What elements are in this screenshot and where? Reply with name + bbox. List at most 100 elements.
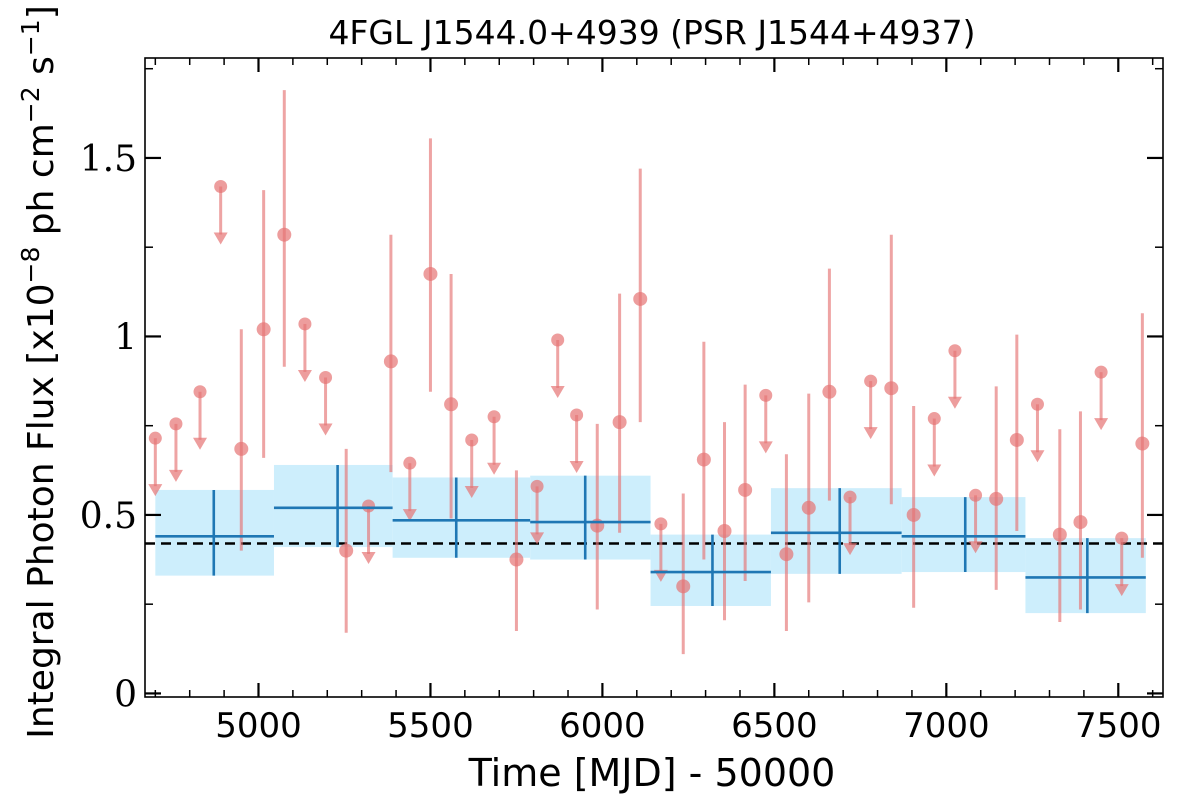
upper-limit-point-4 xyxy=(298,317,312,331)
y-tick-label-3: 1.5 xyxy=(80,139,137,180)
x-tick-label-1: 5500 xyxy=(387,706,474,746)
upper-limit-point-15 xyxy=(843,490,857,504)
upper-limit-arrow-8 xyxy=(464,485,479,498)
y-axis-label-main: Integral Photon Flux [x10 xyxy=(21,284,62,739)
detection-point-10 xyxy=(633,291,648,306)
detection-point-16 xyxy=(801,500,816,515)
detection-point-12 xyxy=(696,452,711,467)
y-axis-label: Integral Photon Flux [x10−8 ph cm−2 s−1] xyxy=(16,5,62,739)
bin-band-4 xyxy=(650,534,771,606)
y-axis-label-exp3: −1 xyxy=(16,19,45,56)
upper-limit-arrow-18 xyxy=(947,396,962,409)
upper-limit-point-20 xyxy=(1030,397,1044,411)
detection-point-3 xyxy=(339,543,354,558)
detection-point-2 xyxy=(277,227,292,242)
upper-limit-point-0 xyxy=(148,431,162,445)
chart-title: 4FGL J1544.0+4939 (PSR J1544+4937) xyxy=(328,13,975,52)
upper-limit-point-5 xyxy=(319,371,333,384)
detection-point-9 xyxy=(612,415,627,430)
y-axis-label-end: ] xyxy=(21,5,62,19)
upper-limit-arrow-4 xyxy=(297,369,312,382)
detection-layer xyxy=(234,90,1150,655)
upper-limit-arrow-21 xyxy=(1094,418,1109,431)
detection-point-23 xyxy=(1073,515,1088,530)
detection-point-4 xyxy=(383,354,398,369)
detection-point-19 xyxy=(906,507,921,522)
x-tick-label-2: 6000 xyxy=(559,706,646,746)
upper-limit-point-10 xyxy=(530,479,544,493)
upper-limit-point-18 xyxy=(948,344,962,358)
upper-limit-arrow-22 xyxy=(1114,584,1129,597)
upper-limit-arrow-7 xyxy=(402,509,417,522)
y-tick-label-1: 0.5 xyxy=(80,496,137,537)
bin-fill-layer xyxy=(155,464,1146,614)
detection-point-21 xyxy=(1009,432,1024,447)
upper-limit-point-6 xyxy=(362,499,376,513)
upper-limit-arrow-12 xyxy=(569,460,584,473)
detection-point-0 xyxy=(234,441,249,456)
upper-limit-point-2 xyxy=(193,385,207,399)
detection-point-7 xyxy=(509,552,524,567)
upper-limit-arrow-15 xyxy=(843,543,858,556)
x-axis-label: Time [MJD] - 50000 xyxy=(468,751,836,795)
x-tick-label-0: 5000 xyxy=(215,706,302,746)
bin-band-7 xyxy=(1025,538,1146,614)
y-axis-label-mid2: s xyxy=(21,56,62,86)
upper-limit-arrow-14 xyxy=(758,441,773,454)
detection-point-1 xyxy=(256,322,271,337)
detection-point-6 xyxy=(444,397,459,412)
detection-point-11 xyxy=(676,579,691,594)
upper-limit-point-22 xyxy=(1115,531,1129,545)
bin-band-2 xyxy=(392,477,531,558)
detection-point-17 xyxy=(822,384,837,399)
detection-point-13 xyxy=(717,524,732,539)
bin-band-5 xyxy=(770,488,902,574)
upper-limit-arrow-19 xyxy=(968,541,983,554)
bin-band-6 xyxy=(901,497,1026,573)
upper-limit-point-16 xyxy=(864,374,878,388)
plot-frame xyxy=(144,57,1164,698)
x-tick-label-3: 6500 xyxy=(731,706,818,746)
detection-point-20 xyxy=(989,491,1004,506)
detection-point-22 xyxy=(1052,527,1067,542)
upper-limit-arrow-0 xyxy=(148,484,163,497)
y-axis-label-exp1: −8 xyxy=(16,247,45,284)
upper-limit-point-21 xyxy=(1094,365,1108,379)
detection-point-18 xyxy=(884,381,899,396)
y-tick-label-2: 1 xyxy=(114,317,137,358)
detection-point-24 xyxy=(1135,436,1150,451)
upper-limit-point-9 xyxy=(487,410,501,424)
upper-limit-arrow-16 xyxy=(863,427,878,440)
upper-limit-arrow-6 xyxy=(361,552,376,565)
bin-line-layer xyxy=(155,464,1146,614)
upper-limit-point-17 xyxy=(927,412,941,426)
detection-point-8 xyxy=(590,518,605,533)
detection-point-5 xyxy=(423,266,438,281)
upper-limit-point-14 xyxy=(759,388,773,402)
upper-limit-point-13 xyxy=(654,517,668,531)
y-axis-label-mid: ph cm xyxy=(21,123,62,246)
upper-limit-point-8 xyxy=(465,433,479,447)
upper-limit-point-3 xyxy=(214,180,228,194)
upper-limit-point-19 xyxy=(969,488,983,502)
upper-limit-arrow-5 xyxy=(318,423,333,436)
bin-band-3 xyxy=(530,475,651,560)
y-tick-label-0: 0 xyxy=(114,674,137,715)
upper-limit-arrow-9 xyxy=(487,462,502,475)
upper-limit-arrow-2 xyxy=(193,437,208,450)
upper-limit-arrow-11 xyxy=(550,386,565,399)
upper-limit-point-1 xyxy=(169,417,183,431)
x-tick-label-5: 7500 xyxy=(1075,706,1162,746)
detection-point-15 xyxy=(779,547,794,562)
x-axis: 5000 5500 6000 6500 7000 7500 xyxy=(154,58,1162,746)
upper-limit-point-11 xyxy=(551,333,565,347)
upper-limit-point-7 xyxy=(403,456,417,470)
upper-limit-point-12 xyxy=(570,408,584,422)
upper-limit-arrow-10 xyxy=(530,532,545,545)
y-axis: 0 0.5 1 1.5 xyxy=(80,67,1163,715)
upper-limit-arrow-3 xyxy=(213,232,228,245)
detection-point-14 xyxy=(738,482,753,497)
upper-limit-arrow-17 xyxy=(927,464,942,477)
upper-limit-arrow-20 xyxy=(1030,450,1045,463)
